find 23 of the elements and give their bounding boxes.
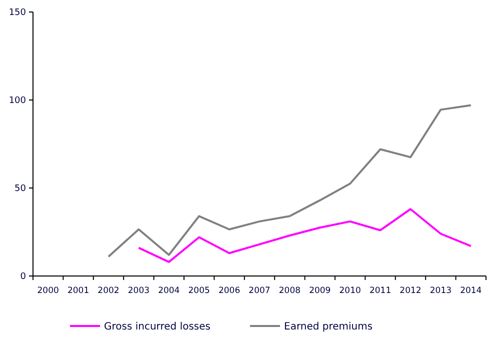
legend-label: Gross incurred losses <box>104 322 210 332</box>
x-tick-label: 2007 <box>248 286 270 296</box>
y-tick-label: 100 <box>8 96 26 106</box>
x-tick-label: 2001 <box>67 286 90 296</box>
legend-label: Earned premiums <box>284 322 373 332</box>
x-tick-label: 2011 <box>369 286 392 296</box>
x-tick-label: 2012 <box>400 286 422 296</box>
x-tick-label: 2000 <box>37 286 59 296</box>
x-tick-label: 2002 <box>98 286 120 296</box>
x-tick-label: 2005 <box>188 286 210 296</box>
x-tick-label: 2008 <box>278 286 301 296</box>
x-tick-label: 2010 <box>339 286 361 296</box>
y-tick-label: 50 <box>14 184 26 194</box>
line-series <box>138 208 472 263</box>
y-tick-label: 150 <box>8 8 26 18</box>
x-tick-label: 2003 <box>128 286 150 296</box>
x-tick-label: 2006 <box>218 286 240 296</box>
x-tick-label: 2014 <box>460 286 482 296</box>
x-tick-label: 2004 <box>158 286 180 296</box>
line-series <box>108 104 472 258</box>
y-tick-label: 0 <box>20 272 26 282</box>
x-tick-label: 2009 <box>309 286 331 296</box>
x-tick-label: 2013 <box>430 286 452 296</box>
